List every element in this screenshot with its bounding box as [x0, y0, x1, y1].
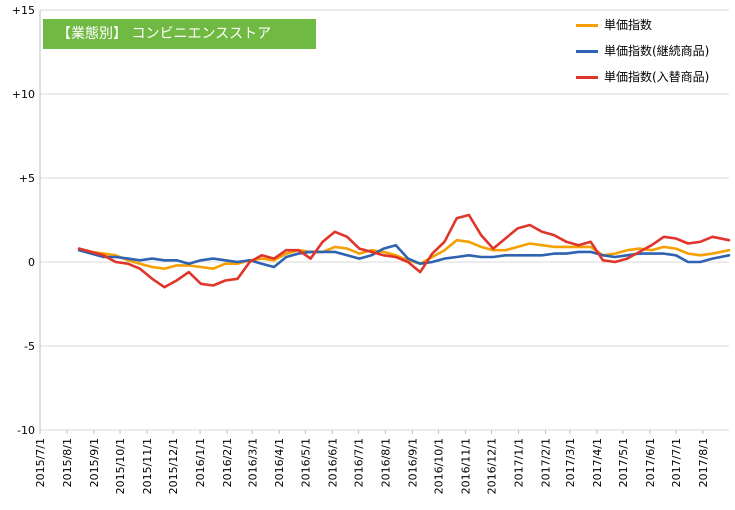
x-tick-label: 2015/8/1 — [61, 438, 74, 487]
x-tick-label: 2015/12/1 — [167, 438, 180, 494]
x-tick-label: 2016/5/1 — [299, 438, 312, 487]
x-axis: 2015/7/1 2015/8/1 2015/9/1 2015/10/1 2015/11… — [34, 430, 710, 494]
y-tick-label: -10 — [17, 424, 35, 437]
legend-label: 単価指数(継続商品) — [604, 44, 710, 58]
y-tick-label: 0 — [28, 256, 35, 269]
x-tick-label: 2016/6/1 — [326, 438, 339, 487]
x-tick-label: 2016/9/1 — [406, 438, 419, 487]
y-tick-label: -5 — [24, 340, 35, 353]
x-tick-label: 2016/4/1 — [273, 438, 286, 487]
x-tick-label: 2016/8/1 — [379, 438, 392, 487]
legend-item-replaced-products: 単価指数(入替商品) — [570, 68, 730, 94]
legend-swatch — [576, 24, 598, 27]
x-tick-label: 2017/6/1 — [644, 438, 657, 487]
x-tick-label: 2015/11/1 — [141, 438, 154, 494]
x-tick-label: 2017/2/1 — [539, 438, 552, 487]
series-line-0 — [77, 238, 731, 271]
legend: 単価指数 単価指数(継続商品) 単価指数(入替商品) — [570, 16, 730, 94]
x-tick-label: 2016/1/1 — [194, 438, 207, 487]
y-tick-label: +15 — [12, 4, 35, 17]
x-tick-label: 2015/7/1 — [34, 438, 47, 487]
x-tick-label: 2016/10/1 — [432, 438, 445, 494]
y-tick-label: +10 — [12, 88, 35, 101]
chart-title-banner: 【業態別】 コンビニエンスストア — [43, 19, 316, 49]
x-tick-label: 2017/3/1 — [564, 438, 577, 487]
x-tick-label: 2015/9/1 — [88, 438, 101, 487]
legend-item-continuing-products: 単価指数(継続商品) — [570, 42, 730, 68]
x-tick-label: 2017/7/1 — [670, 438, 683, 487]
series-line-2 — [77, 213, 731, 289]
legend-swatch — [576, 50, 598, 53]
series-line-1 — [77, 243, 731, 269]
legend-swatch — [576, 76, 598, 79]
y-axis: +15 +10 +5 0 -5 -10 — [12, 4, 41, 437]
x-tick-label: 2016/7/1 — [352, 438, 365, 487]
legend-label: 単価指数(入替商品) — [604, 70, 710, 84]
x-tick-label: 2016/11/1 — [459, 438, 472, 494]
legend-label: 単価指数 — [604, 18, 653, 32]
x-tick-label: 2015/10/1 — [114, 438, 127, 494]
legend-item-unit-price-index: 単価指数 — [570, 16, 730, 42]
x-tick-label: 2017/4/1 — [591, 438, 604, 487]
y-tick-label: +5 — [19, 172, 35, 185]
x-tick-label: 2016/12/1 — [486, 438, 499, 494]
x-tick-label: 2017/8/1 — [697, 438, 710, 487]
x-tick-label: 2017/1/1 — [512, 438, 525, 487]
gridlines — [40, 9, 729, 431]
x-tick-label: 2017/5/1 — [617, 438, 630, 487]
series-lines — [77, 213, 731, 289]
x-tick-label: 2016/2/1 — [221, 438, 234, 487]
x-tick-label: 2016/3/1 — [246, 438, 259, 487]
